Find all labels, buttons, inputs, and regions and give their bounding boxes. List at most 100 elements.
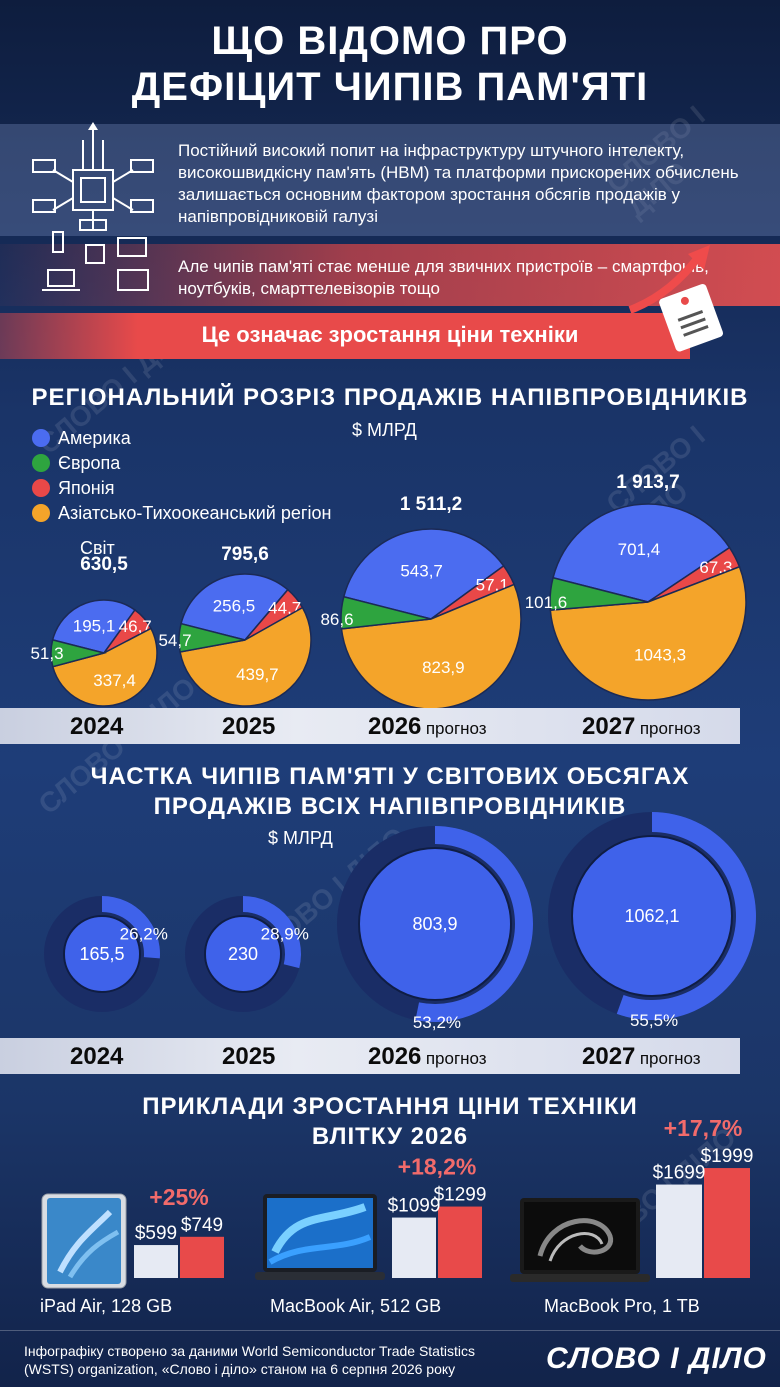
price-tag-arrow-icon — [628, 245, 724, 352]
intro-red-band — [0, 244, 780, 306]
donut-memory-label: 230 — [228, 944, 258, 964]
pie-slice-apac — [51, 627, 158, 707]
pie-label-america: 543,7 — [400, 561, 443, 580]
world-label: Світ — [80, 538, 115, 558]
section-3-title: ПРИКЛАДИ ЗРОСТАННЯ ЦІНИ ТЕХНІКИ ВЛІТКУ 2… — [0, 1092, 780, 1152]
intro-text-2: Але чипів пам'яті стає менше для звичних… — [178, 257, 709, 298]
price-change-label: +18,2% — [398, 1154, 477, 1180]
pie-label-apac: 823,9 — [422, 658, 465, 677]
pie-label-europe: 101,6 — [525, 593, 568, 612]
donut-memory-core — [571, 835, 733, 997]
unit-label: $ МЛРД — [352, 420, 417, 440]
year-label: 2024 — [70, 713, 124, 740]
year-bar-1 — [0, 708, 740, 744]
donut-memory-label: 165,5 — [79, 944, 124, 964]
legend-item-japan: Японія — [32, 476, 114, 500]
donut-memory-core — [63, 915, 141, 993]
donut-share-label: 26,2% — [120, 925, 168, 944]
year-label: 2027 прогноз — [582, 1043, 701, 1070]
pie-slice-america — [180, 573, 289, 641]
pie-total-label: 630,5 — [80, 554, 128, 575]
pie-slice-america — [51, 599, 136, 654]
footer-line-1: Інфографіку створено за даними World Sem… — [24, 1343, 475, 1359]
year-bar-2 — [0, 1038, 740, 1074]
price-bar-old — [392, 1217, 436, 1278]
section-2-title-line-2: ПРОДАЖІВ ВСІХ НАПІВПРОВІДНИКІВ — [153, 793, 627, 820]
price-old-label: $1099 — [388, 1196, 441, 1217]
intro-text: Постійний високий попит на інфраструктур… — [178, 141, 739, 226]
product-name: iPad Air, 128 GB — [40, 1296, 173, 1316]
year-label: 2026 прогноз — [368, 713, 487, 740]
title-line-1: ЩО ВІДОМО ПРО — [211, 19, 569, 63]
year-label: 2025 — [222, 1043, 276, 1070]
pie-label-america: 195,1 — [73, 617, 116, 636]
footer-line-2: (WSTS) organization, «Слово і діло» стан… — [24, 1361, 456, 1377]
section-3-title-line-2: ВЛІТКУ 2026 — [311, 1123, 469, 1150]
unit-label: $ МЛРД — [268, 828, 333, 848]
year-label: 2024 — [70, 1043, 124, 1070]
intro-band — [0, 124, 780, 236]
pie-slice-europe — [340, 595, 432, 630]
pie-slice-america — [552, 503, 731, 603]
price-bar-new — [704, 1168, 750, 1278]
donut-memory-label: 803,9 — [412, 914, 457, 934]
price-change-label: +25% — [149, 1184, 208, 1210]
page-title: ЩО ВІДОМО ПРО ДЕФІЦИТ ЧИПІВ ПАМ'ЯТІ — [0, 18, 780, 110]
product-name: MacBook Pro, 1 TB — [544, 1296, 700, 1316]
donut-share-arc — [616, 812, 756, 1020]
chip-network-icon — [32, 122, 154, 291]
legend-item-america: Америка — [32, 426, 131, 450]
price-bar-new — [438, 1206, 482, 1278]
donut-share-label: 28,9% — [261, 925, 309, 944]
pie-label-japan: 46,7 — [119, 617, 152, 636]
pie-slice-europe — [549, 576, 649, 611]
pie-slice-europe — [178, 622, 246, 653]
conclusion-text: Це означає зростання ціни техніки — [201, 322, 579, 347]
legend-label: Азіатсько-Тихоокеанський регіон — [58, 502, 332, 523]
price-old-label: $1699 — [653, 1163, 706, 1184]
legend-item-apac: Азіатсько-Тихоокеанський регіон — [32, 501, 331, 525]
pie-slice-apac — [549, 565, 747, 701]
title-line-2: ДЕФІЦИТ ЧИПІВ ПАМ'ЯТІ — [131, 65, 649, 109]
pie-label-europe: 54,7 — [158, 631, 191, 650]
legend-label: Японія — [58, 477, 115, 498]
donut-share-label: 53,2% — [413, 1013, 461, 1032]
product-name: MacBook Air, 512 GB — [270, 1296, 442, 1316]
donut-share-arc — [243, 896, 301, 969]
year-label: 2026 прогноз — [368, 1043, 487, 1070]
pie-total-label: 1 511,2 — [400, 494, 462, 515]
footer-source: Інфографіку створено за даними World Sem… — [24, 1342, 524, 1378]
macbook-pro-image — [510, 1198, 650, 1282]
price-old-label: $599 — [135, 1223, 177, 1244]
price-bar-old — [656, 1184, 702, 1278]
price-change-label: +17,7% — [664, 1120, 743, 1141]
price-new-label: $1999 — [701, 1146, 754, 1167]
year-label: 2027 прогноз — [582, 713, 701, 740]
pie-label-apac: 337,4 — [93, 671, 136, 690]
legend-label: Європа — [58, 452, 121, 473]
pie-total-label: 795,6 — [221, 544, 269, 565]
legend-item-europe: Європа — [32, 451, 120, 475]
donut-share-arc — [102, 896, 160, 959]
price-bar-charts: $599 $749 +25% $1099$1299 +18,2% $1699$1999 +1… — [134, 1120, 754, 1278]
pie-slice-europe — [50, 638, 107, 668]
pie-label-apac: 1043,3 — [634, 646, 686, 665]
pie-label-europe: 86,6 — [320, 610, 353, 629]
donut-memory-core — [358, 847, 512, 1001]
price-bar-new — [180, 1236, 224, 1278]
pie-slice-america — [342, 528, 505, 620]
section-1-title: РЕГІОНАЛЬНИЙ РОЗРІЗ ПРОДАЖІВ НАПІВПРОВІД… — [31, 384, 749, 411]
pie-label-apac: 439,7 — [236, 665, 279, 684]
section-2-title-line-1: ЧАСТКА ЧИПІВ ПАМ'ЯТІ У СВІТОВИХ ОБСЯГАХ — [90, 763, 690, 790]
macbook-air-image — [255, 1194, 385, 1280]
logo: СЛОВО І ДІЛО — [546, 1342, 767, 1375]
section-3-title-line-1: ПРИКЛАДИ ЗРОСТАННЯ ЦІНИ ТЕХНІКИ — [142, 1093, 638, 1120]
pie-label-europe: 51,3 — [30, 644, 63, 663]
pie-label-america: 701,4 — [618, 540, 661, 559]
donut-share-label: 55,5% — [630, 1011, 678, 1030]
price-new-label: $749 — [181, 1215, 223, 1236]
section-2-title: ЧАСТКА ЧИПІВ ПАМ'ЯТІ У СВІТОВИХ ОБСЯГАХ … — [0, 762, 780, 822]
